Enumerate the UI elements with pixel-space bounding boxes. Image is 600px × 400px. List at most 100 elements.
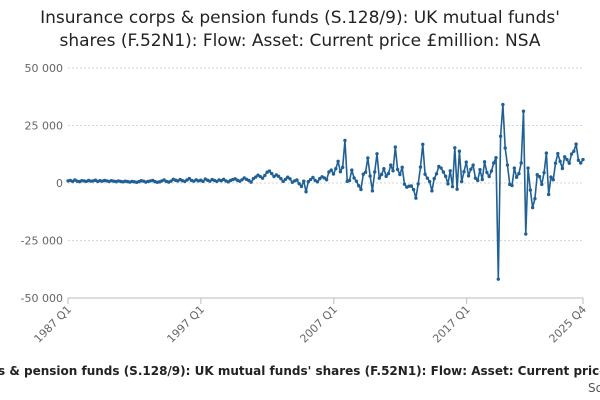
data-point [517, 171, 521, 176]
y-tick-label: -25 000 [21, 235, 63, 248]
data-point [425, 176, 430, 180]
data-point [462, 170, 466, 174]
data-point [459, 179, 464, 184]
data-point [359, 187, 363, 192]
data-point [478, 167, 482, 172]
data-point [450, 184, 455, 189]
data-point [281, 179, 285, 184]
data-point [542, 170, 546, 175]
data-point [386, 171, 391, 176]
data-point [354, 179, 359, 183]
data-point [409, 184, 414, 188]
y-tick-label: -50 000 [21, 292, 63, 305]
data-point [505, 163, 510, 167]
data-point [430, 189, 434, 193]
data-point [485, 170, 489, 175]
data-point [443, 174, 448, 179]
data-point [295, 178, 299, 182]
data-point [389, 163, 393, 167]
source-label: Source: Office for National Statistics [588, 381, 600, 395]
data-point [524, 232, 528, 236]
data-point [414, 196, 418, 200]
data-point [318, 176, 322, 181]
data-point [551, 178, 555, 182]
data-point [379, 172, 384, 177]
data-point [469, 167, 473, 171]
data-point [521, 109, 526, 113]
data-point [464, 160, 468, 164]
data-point [302, 179, 306, 183]
data-point [279, 176, 283, 181]
data-point [473, 176, 478, 180]
data-point [391, 169, 395, 173]
data-point [560, 166, 565, 171]
data-point [418, 165, 423, 169]
data-point [567, 161, 571, 165]
data-point [540, 182, 544, 187]
data-point [373, 170, 377, 174]
y-axis: 50 000 25 000 0 -25 000 -50 000 [21, 62, 63, 305]
data-point [503, 146, 507, 150]
data-point [361, 172, 365, 176]
data-point [260, 176, 265, 180]
data-point [306, 179, 311, 184]
data-point [297, 181, 301, 186]
data-point [395, 167, 400, 172]
data-point [471, 163, 475, 167]
data-point [377, 176, 381, 180]
data-point [494, 156, 498, 160]
data-point [384, 174, 388, 179]
data-point [324, 178, 329, 182]
data-point [416, 182, 420, 186]
data-point [514, 175, 519, 179]
data-point [201, 179, 205, 184]
data-point [375, 152, 379, 156]
x-axis: 1987 Q1 1997 Q1 2007 Q1 2017 Q1 2025 Q4 [32, 297, 590, 346]
x-tick-label: 2017 Q1 [430, 303, 473, 346]
data-point [489, 169, 494, 173]
data-point [393, 145, 398, 149]
data-point [334, 167, 338, 171]
data-point [402, 182, 407, 186]
data-point [331, 172, 336, 176]
data-point [574, 142, 578, 146]
data-point [537, 174, 542, 179]
data-point [366, 156, 370, 160]
data-point [322, 176, 327, 180]
x-tick-label: 2025 Q4 [547, 303, 590, 346]
data-point [253, 175, 258, 179]
data-point [382, 167, 386, 171]
data-point [356, 184, 361, 188]
data-point [501, 102, 505, 107]
plot-area [66, 102, 585, 281]
data-point [315, 180, 320, 184]
data-point [336, 159, 340, 164]
data-point [519, 161, 523, 165]
data-point [572, 149, 576, 153]
data-point [457, 149, 462, 153]
data-point [476, 178, 480, 183]
data-point [569, 152, 574, 156]
data-point [423, 172, 427, 176]
data-point [270, 171, 274, 176]
data-point [421, 142, 425, 147]
data-point [530, 205, 535, 210]
data-point [249, 180, 253, 184]
data-point [448, 169, 452, 173]
data-point [432, 176, 436, 181]
data-point [368, 174, 372, 178]
data-point [576, 158, 581, 162]
data-point [455, 187, 459, 191]
data-point [299, 184, 304, 189]
data-point [267, 169, 272, 173]
data-point [533, 196, 537, 201]
data-point [352, 176, 356, 180]
data-point [427, 179, 432, 184]
data-point [411, 187, 416, 192]
data-point [340, 165, 345, 170]
data-point [370, 189, 375, 193]
data-point [453, 146, 457, 150]
data-point [169, 179, 173, 183]
data-point [343, 138, 347, 143]
data-point [363, 170, 368, 174]
